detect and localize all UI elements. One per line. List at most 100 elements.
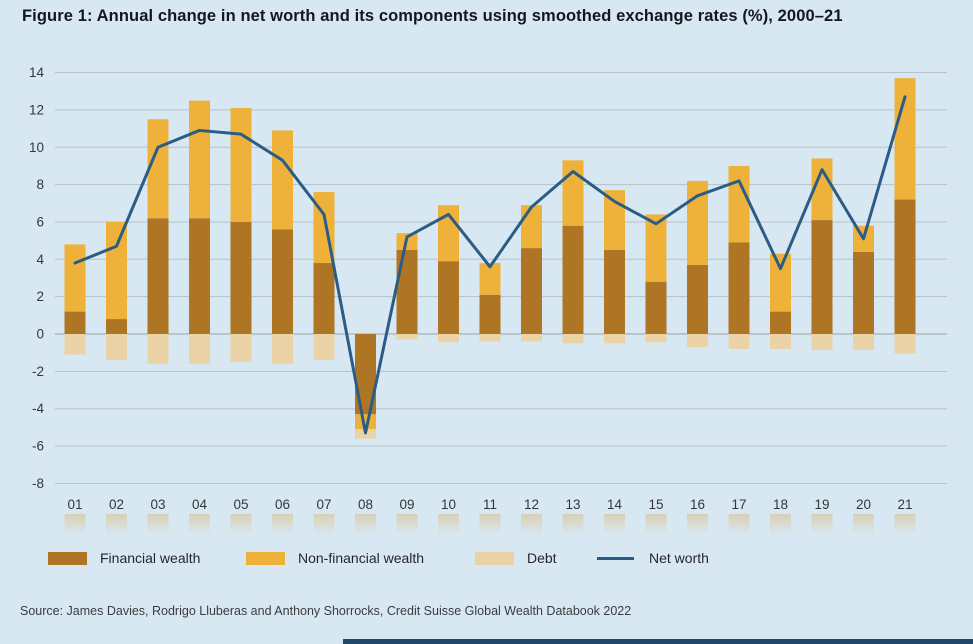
x-tick-label-13: 13 [565,497,580,512]
x-tick-label-15: 15 [648,497,663,512]
legend-label-debt: Debt [527,550,557,566]
x-tick-label-17: 17 [731,497,746,512]
bar-reflection-04 [189,514,210,535]
y-tick-label-12: 12 [29,102,44,117]
bar-non-financial-wealth-08 [355,414,376,430]
y-tick-label--2: -2 [32,364,44,379]
bar-non-financial-wealth-17 [728,165,750,243]
bar-non-financial-wealth-14 [604,190,625,250]
bar-reflection-13 [562,514,584,535]
partial-next-element-strip [343,639,973,644]
y-tick-label-8: 8 [36,177,44,192]
bar-financial-wealth-21 [894,199,916,334]
bar-financial-wealth-06 [272,229,293,334]
bar-reflection-12 [521,514,542,535]
y-tick-label-0: 0 [36,327,44,342]
bar-financial-wealth-03 [147,218,169,334]
y-tick-label-2: 2 [36,289,44,304]
x-tick-label-10: 10 [441,497,456,512]
bar-debt-03 [147,334,169,364]
x-tick-label-03: 03 [150,497,165,512]
bar-non-financial-wealth-11 [479,263,501,295]
bar-financial-wealth-15 [645,281,667,334]
bar-debt-17 [728,334,750,349]
bar-reflection-01 [64,514,86,535]
x-tick-label-04: 04 [192,497,208,512]
bar-non-financial-wealth-02 [106,221,127,320]
bar-non-financial-wealth-18 [770,253,791,312]
bar-reflection-03 [147,514,169,535]
bar-financial-wealth-17 [728,242,750,334]
bar-financial-wealth-20 [853,251,874,334]
legend-item-financial-wealth: Financial wealth [48,545,200,571]
bar-financial-wealth-19 [811,220,833,334]
net-worth-line [73,95,907,435]
bar-financial-wealth-01 [64,311,86,334]
bar-reflection-11 [479,514,501,535]
legend-swatch-net-worth [597,556,634,560]
y-tick-labels: 14 12 10 8 6 4 2 0 -2 -4 -6 -8 [29,65,45,491]
bar-reflection-10 [438,514,459,535]
bar-reflection-05 [230,514,252,535]
x-tick-label-12: 12 [524,497,539,512]
bar-non-financial-wealth-16 [687,180,708,265]
bar-debt-09 [396,334,418,340]
legend-swatch-debt [475,551,514,565]
legend-swatch-financial-wealth [48,551,87,565]
legend-label-financial-wealth: Financial wealth [100,550,201,566]
bar-financial-wealth-11 [479,294,501,334]
bar-non-financial-wealth-04 [189,100,210,219]
bar-debt-01 [64,334,86,355]
x-tick-label-01: 01 [67,497,82,512]
bar-reflection-17 [728,514,750,535]
x-tick-label-08: 08 [358,497,373,512]
legend-swatch-non-financial-wealth [246,551,285,565]
bar-debt-04 [189,334,210,364]
y-tick-label-14: 14 [29,65,45,80]
x-axis-labels: 01 02 03 04 05 06 07 08 09 10 11 12 13 14 15 16 17 18 19 20… [67,497,912,512]
legend-item-debt: Debt [475,545,557,571]
bar-financial-wealth-05 [230,221,252,334]
bar-financial-wealth-13 [562,225,584,334]
bar-debt-16 [687,334,708,348]
figure-title: Figure 1: Annual change in net worth and… [22,7,843,25]
bar-reflection-14 [604,514,625,535]
x-tick-label-07: 07 [316,497,331,512]
x-tick-label-11: 11 [483,497,497,512]
bar-financial-wealth-02 [106,319,127,334]
y-tick-label--4: -4 [32,401,44,416]
legend: Financial wealth Non-financial wealth De… [0,545,973,571]
bar-reflection-20 [853,514,874,535]
bar-reflection-07 [313,514,335,535]
y-tick-label-4: 4 [36,252,44,267]
bar-debt-20 [853,334,874,350]
x-tick-label-21: 21 [897,497,912,512]
bar-debt-19 [811,334,833,350]
y-tick-label--6: -6 [32,439,44,454]
x-tick-label-05: 05 [233,497,248,512]
bar-debt-07 [313,334,335,361]
y-tick-label--8: -8 [32,476,44,491]
bar-debt-13 [562,334,584,344]
bar-reflection-09 [396,514,418,535]
bar-debt-18 [770,334,791,349]
bar-financial-wealth-04 [189,218,210,334]
x-tick-label-06: 06 [275,497,290,512]
bar-debt-14 [604,334,625,344]
bar-reflection-15 [645,514,667,535]
bar-financial-wealth-14 [604,249,625,334]
bar-reflection-06 [272,514,293,535]
legend-item-non-financial-wealth: Non-financial wealth [246,545,424,571]
bar-financial-wealth-08 [355,334,376,415]
bar-non-financial-wealth-03 [147,119,169,219]
bar-debt-10 [438,334,459,343]
bar-financial-wealth-12 [521,248,542,334]
x-tick-label-02: 02 [109,497,124,512]
bar-non-financial-wealth-21 [894,78,916,200]
bar-reflection-18 [770,514,791,535]
y-tick-label-6: 6 [36,214,44,229]
bar-reflection-02 [106,514,127,535]
bar-debt-11 [479,334,501,342]
